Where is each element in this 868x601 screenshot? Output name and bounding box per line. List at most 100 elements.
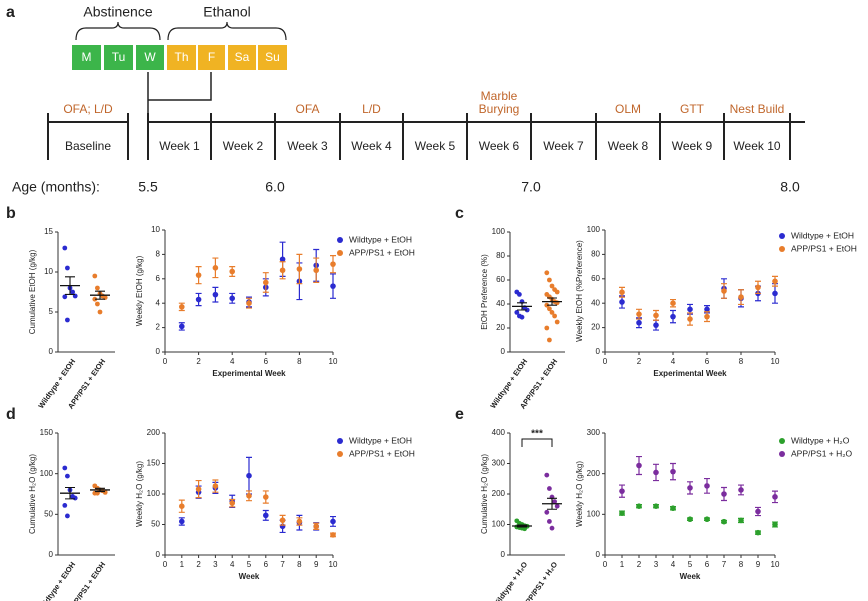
x-tick-label: 2 <box>637 357 642 366</box>
sem-bar <box>547 497 557 510</box>
data-point <box>687 485 693 491</box>
legend-label: APP/PS1 + EtOH <box>791 243 857 253</box>
test-label: OLM <box>614 102 641 116</box>
x-tick-label: 10 <box>329 357 338 366</box>
sem-bar <box>517 302 527 311</box>
y-tick-label: 100 <box>492 227 506 236</box>
data-point <box>524 307 530 313</box>
data-point <box>544 472 550 478</box>
y-axis-title: Cumulative H₂O (g/kg) <box>480 454 489 534</box>
data-point <box>636 503 642 510</box>
data-point <box>721 288 727 294</box>
x-tick-label: 2 <box>196 357 201 366</box>
y-tick-label: 15 <box>44 227 53 236</box>
data-point <box>549 310 555 315</box>
y-tick-label: 0 <box>49 550 54 559</box>
data-point <box>212 265 219 271</box>
y-tick-label: 150 <box>40 428 54 437</box>
x-tick-label: 3 <box>213 560 218 569</box>
test-label: Nest Build <box>729 102 785 116</box>
data-point <box>704 516 710 523</box>
test-label: Marble Burying <box>478 89 520 116</box>
data-point <box>62 502 68 508</box>
x-tick-label: 10 <box>771 357 780 366</box>
y-tick-label: 300 <box>587 428 601 437</box>
y-tick-label: 0 <box>501 550 506 559</box>
x-tick-label: 10 <box>771 560 780 569</box>
sem-bar <box>517 524 527 528</box>
y-tick-label: 0 <box>596 550 601 559</box>
data-point <box>670 505 676 512</box>
data-point <box>704 483 710 489</box>
day-box <box>167 45 196 70</box>
legend-marker <box>337 237 343 243</box>
day-label: Su <box>265 50 280 64</box>
data-point <box>92 273 98 279</box>
data-point <box>721 518 727 525</box>
data-point <box>514 310 520 315</box>
x-tick-label: 5 <box>247 560 252 569</box>
data-point <box>554 319 560 325</box>
legend-label: Wildtype + H₂O <box>791 435 850 445</box>
day-box <box>258 45 287 70</box>
data-point <box>670 313 676 320</box>
y-tick-label: 80 <box>496 251 505 260</box>
week-label: Week 5 <box>415 139 456 153</box>
legend-marker <box>779 451 785 457</box>
y-axis-title: Cumulative EtOH (g/kg) <box>28 249 37 334</box>
day-label: Tu <box>112 50 126 64</box>
data-point <box>670 300 676 307</box>
data-point <box>212 291 219 298</box>
data-point <box>687 316 693 322</box>
panel-label: b <box>6 205 16 222</box>
data-point <box>670 468 676 475</box>
data-point <box>279 517 286 524</box>
data-point <box>772 290 778 297</box>
data-point <box>636 462 642 469</box>
y-axis-title: Weekly H₂O (g/kg) <box>135 461 144 527</box>
data-point <box>212 483 219 489</box>
x-tick-label: 0 <box>163 357 168 366</box>
data-point <box>102 489 108 495</box>
data-point <box>92 296 98 302</box>
age-label: 8.0 <box>780 179 800 195</box>
data-point <box>313 267 320 274</box>
data-point <box>687 306 693 313</box>
sem-bar <box>95 487 105 493</box>
y-axis-title: Weekly EtOH (g/kg) <box>135 255 144 326</box>
x-tick-label: 8 <box>739 357 744 366</box>
data-point <box>547 337 552 343</box>
legend-label: APP/PS1 + EtOH <box>349 448 415 458</box>
data-point <box>738 294 744 300</box>
data-point <box>619 299 625 305</box>
day-label: M <box>82 50 92 64</box>
data-point <box>229 295 235 302</box>
data-point <box>95 285 100 291</box>
data-point <box>65 513 70 519</box>
data-point <box>547 306 552 312</box>
x-tick-label: 5 <box>688 560 693 569</box>
week-label: Week 6 <box>479 139 520 153</box>
data-point <box>547 519 552 524</box>
data-point <box>704 306 710 313</box>
y-tick-label: 20 <box>496 323 505 332</box>
y-tick-label: 80 <box>591 250 600 259</box>
x-axis-title: Experimental Week <box>212 369 286 378</box>
test-label: OFA; L/D <box>63 102 113 116</box>
data-point <box>549 525 555 531</box>
sem-bar <box>65 486 75 500</box>
data-point <box>653 312 659 319</box>
x-tick-label: 4 <box>230 560 235 569</box>
data-point <box>62 245 68 251</box>
y-tick-label: 10 <box>151 225 160 234</box>
data-point <box>72 495 78 501</box>
data-point <box>519 314 525 320</box>
x-tick-label: 2 <box>196 560 201 569</box>
data-point <box>62 294 68 300</box>
data-point <box>263 494 269 500</box>
y-tick-label: 50 <box>44 509 53 518</box>
x-tick-label: 2 <box>637 560 642 569</box>
panel-label: c <box>455 205 464 222</box>
data-point <box>552 313 557 319</box>
y-tick-label: 2 <box>156 323 161 332</box>
